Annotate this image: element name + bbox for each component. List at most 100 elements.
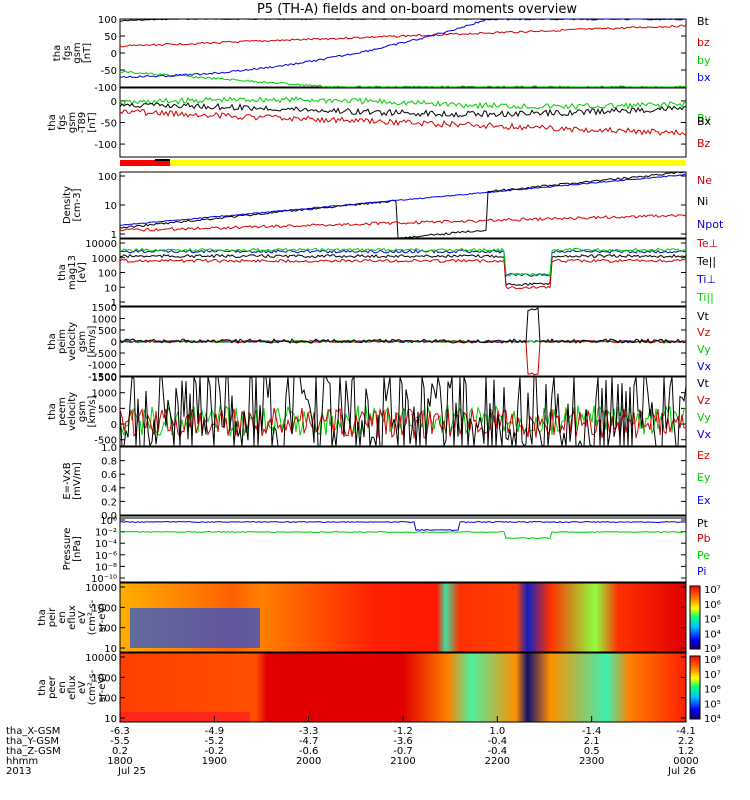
x-tick-label: 1800 (107, 756, 132, 767)
y-axis-label: en (57, 611, 68, 624)
trace-Pe (120, 530, 687, 540)
y-tick-label: 10⁻⁸ (95, 562, 117, 573)
y-axis-label: eV (77, 681, 88, 694)
y-tick-label: 100 (98, 15, 117, 26)
x-tick-label: -0.2 (205, 746, 225, 757)
colorbar-label: 10⁵ (704, 615, 721, 626)
y-axis-label: tha (37, 609, 48, 625)
y-tick-label: 100 (98, 269, 117, 280)
colorbar-label: 10⁷ (704, 585, 721, 596)
legend-Ez: Ez (697, 449, 710, 462)
y-axis-label: tha (57, 264, 68, 280)
trace-Ni (119, 171, 687, 239)
y-tick-label: 10000 (85, 653, 117, 664)
trace-bx (119, 18, 686, 79)
panel-frame (119, 582, 687, 653)
trace-Ti-par (119, 247, 687, 278)
y-axis-label: tha (47, 333, 58, 349)
status-bar (120, 159, 686, 166)
x-tick-label: 1900 (202, 756, 227, 767)
y-axis-label: gsm (77, 401, 88, 422)
y-tick-label: 100 (98, 694, 117, 705)
y-axis-label: velocity (67, 392, 78, 431)
y-axis-label: -T89 (77, 112, 88, 134)
y-tick-label: -50 (101, 119, 117, 130)
trace-Bz (119, 109, 687, 137)
legend-Vt: Vt (697, 377, 710, 390)
panel-frame (119, 515, 687, 583)
colorbar-label: 10⁶ (704, 685, 721, 696)
legend-Vy: Vy (697, 411, 711, 424)
trace-Ti-perp (119, 249, 687, 277)
trace-Bt (120, 18, 686, 22)
x-tick-label: Jul 25 (117, 766, 146, 777)
x-tick-label: -5.2 (205, 736, 225, 747)
y-tick-label: 0 (111, 338, 117, 349)
y-tick-label: 10000 (85, 239, 117, 250)
y-axis-label: [eV] (77, 262, 88, 283)
y-tick-label: 0.2 (101, 497, 117, 508)
x-tick-label: -0.4 (488, 746, 508, 757)
y-tick-label: 1000 (92, 603, 117, 614)
spectrogram-low-energy-region (120, 712, 250, 722)
status-bar-yellow (120, 160, 686, 166)
y-axis-label: Density (62, 186, 73, 224)
colorbar-label: 10⁴ (704, 629, 721, 640)
x-tick-label: -0.7 (393, 746, 413, 757)
x-tick-label: 2000 (296, 756, 321, 767)
x-tick-label: 0.2 (112, 746, 128, 757)
x-tick-label: -0.6 (299, 746, 319, 757)
y-tick-label: 10 (104, 201, 117, 212)
y-tick-label: -1000 (88, 361, 117, 372)
y-axis-label: peem (57, 397, 68, 425)
y-tick-label: 10⁰ (100, 516, 117, 527)
x-tick-label: -3.6 (393, 736, 413, 747)
y-tick-label: 10⁻¹⁰ (91, 574, 117, 585)
y-axis-label: [mV/m] (72, 462, 83, 500)
legend-By: By (697, 112, 712, 125)
y-tick-label: 10⁻⁴ (95, 539, 117, 550)
legend-Ey: Ey (697, 471, 711, 484)
y-tick-label: 100 (98, 172, 117, 183)
trace-bz (119, 24, 687, 48)
legend-Pb: Pb (697, 532, 711, 545)
y-tick-label: -100 (94, 140, 117, 151)
legend-Ti||: Ti|| (696, 291, 714, 304)
trace-Te-par (119, 253, 687, 287)
x-row-label: tha_Z-GSM (6, 746, 61, 757)
y-axis-label: peer (47, 675, 58, 699)
y-axis-label: [cm-3] (72, 188, 83, 221)
y-axis-label: [km/s] (87, 325, 98, 357)
x-row-label: 2013 (6, 766, 31, 777)
x-tick-label: -1.2 (393, 726, 413, 737)
legend-Pt: Pt (697, 517, 709, 530)
colorbar-label: 10⁵ (704, 699, 721, 710)
y-axis-label: eflux (67, 605, 78, 630)
x-tick-label: -4.9 (205, 726, 225, 737)
trace-Pi (119, 520, 686, 532)
x-tick-label: 1.2 (678, 746, 694, 757)
y-tick-label: 1500 (92, 373, 117, 384)
y-tick-label: 10 (104, 283, 117, 294)
y-axis-label: tha (47, 114, 58, 130)
y-axis-label: [km/s] (87, 395, 98, 427)
trace-Te-perp (119, 258, 687, 290)
y-tick-label: 0 (111, 97, 117, 108)
x-tick-label: 2.2 (678, 736, 694, 747)
y-axis-label: peim (57, 329, 68, 354)
y-tick-label: 1.0 (101, 443, 117, 454)
x-tick-label: 2.1 (584, 736, 600, 747)
y-tick-label: 10⁻⁶ (95, 551, 117, 562)
legend-Vx: Vx (697, 428, 712, 441)
colorbar-label: 10⁴ (704, 714, 721, 725)
y-axis-label: (cm²-s- (87, 669, 98, 705)
x-tick-label: 2300 (579, 756, 604, 767)
legend-Ex: Ex (697, 494, 711, 507)
y-tick-label: 0.8 (101, 457, 117, 468)
x-row-label: hhmm (6, 756, 38, 767)
legend-Vy: Vy (697, 343, 711, 356)
y-axis-label: tha (47, 403, 58, 419)
